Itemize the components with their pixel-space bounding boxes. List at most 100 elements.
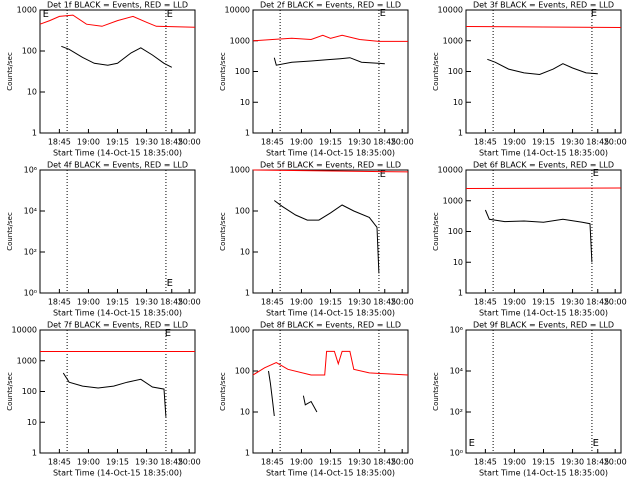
- rate-line: [465, 26, 622, 28]
- rate-line: [252, 34, 408, 42]
- x-tick-label: 19:15: [106, 138, 129, 147]
- plot-frame: [39, 329, 196, 454]
- panel-title: Det 1f BLACK = Events, RED = LLD: [47, 1, 188, 10]
- x-tick-label: 18:45: [160, 458, 183, 467]
- x-tick-label: 18:45: [261, 458, 284, 467]
- x-axis-label: Start Time (14-Oct-15 18:35:00): [53, 309, 182, 318]
- annotation: E: [167, 278, 173, 289]
- x-axis-label: Start Time (14-Oct-15 18:35:00): [479, 309, 608, 318]
- y-tick-label: 1: [245, 449, 250, 458]
- y-tick-label: 10⁶: [450, 326, 463, 335]
- y-tick-label: 1000: [443, 36, 463, 45]
- rate-line: [252, 350, 409, 376]
- rate-line: [62, 372, 167, 417]
- y-axis-label: Counts/sec: [432, 52, 440, 91]
- x-tick-label: 19:30: [135, 298, 158, 307]
- y-tick-label: 10⁶: [24, 166, 37, 175]
- y-tick-label: 1000: [230, 166, 250, 175]
- panel-title: Det 4f BLACK = Events, RED = LLD: [47, 161, 188, 170]
- y-tick-label: 10²: [450, 408, 463, 417]
- x-tick-label: 19:30: [561, 458, 584, 467]
- x-tick-label: 19:00: [503, 138, 526, 147]
- y-tick-label: 10: [453, 258, 463, 267]
- y-axis-label: Counts/sec: [219, 372, 227, 411]
- x-tick-label: 20:00: [604, 458, 627, 467]
- annotation: E: [43, 9, 49, 20]
- rate-line: [484, 209, 593, 263]
- rate-line: [274, 200, 380, 274]
- annotation: E: [380, 8, 386, 19]
- y-tick-label: 1000: [230, 326, 250, 335]
- x-tick-label: 18:45: [586, 298, 609, 307]
- x-tick-label: 18:45: [474, 458, 497, 467]
- rate-line: [61, 45, 173, 68]
- rate-line: [273, 57, 385, 66]
- x-tick-label: 18:45: [160, 138, 183, 147]
- y-tick-label: 10: [27, 418, 37, 427]
- x-tick-label: 18:45: [586, 138, 609, 147]
- x-tick-label: 19:15: [532, 138, 555, 147]
- x-axis-label: Start Time (14-Oct-15 18:35:00): [53, 469, 182, 478]
- panel-title: Det 9f BLACK = Events, RED = LLD: [473, 321, 614, 330]
- y-tick-label: 10: [453, 98, 463, 107]
- x-tick-label: 18:45: [48, 458, 71, 467]
- plot-frame: [252, 169, 409, 294]
- annotation: E: [380, 169, 386, 180]
- y-axis-label: Counts/sec: [6, 372, 14, 411]
- x-tick-label: 19:30: [348, 298, 371, 307]
- y-tick-label: 1: [458, 129, 463, 138]
- plot-frame: [252, 329, 409, 454]
- panel-title: Det 8f BLACK = Events, RED = LLD: [260, 321, 401, 330]
- x-tick-label: 18:45: [261, 138, 284, 147]
- x-tick-label: 19:15: [532, 458, 555, 467]
- x-axis-label: Start Time (14-Oct-15 18:35:00): [266, 309, 395, 318]
- y-tick-label: 1000: [17, 356, 37, 365]
- x-tick-label: 19:00: [77, 138, 100, 147]
- y-tick-label: 1: [245, 289, 250, 298]
- y-axis-label: Counts/sec: [432, 372, 440, 411]
- annotation: E: [167, 9, 173, 20]
- y-tick-label: 10: [240, 248, 250, 257]
- y-tick-label: 1: [32, 129, 37, 138]
- y-tick-label: 10: [27, 88, 37, 97]
- x-tick-label: 19:15: [532, 298, 555, 307]
- y-tick-label: 10000: [438, 6, 463, 15]
- x-tick-label: 20:00: [178, 138, 201, 147]
- annotation: E: [591, 8, 597, 19]
- rate-line: [39, 14, 196, 28]
- y-tick-label: 1000: [443, 196, 463, 205]
- plot-frame: [465, 329, 622, 454]
- plot-frame: [39, 9, 196, 134]
- y-tick-label: 100: [22, 387, 37, 396]
- x-tick-label: 20:00: [604, 298, 627, 307]
- x-tick-label: 19:00: [290, 458, 313, 467]
- plot-frame: [252, 9, 409, 134]
- x-tick-label: 19:30: [348, 138, 371, 147]
- x-tick-label: 19:30: [561, 138, 584, 147]
- x-tick-label: 19:30: [135, 138, 158, 147]
- x-tick-label: 20:00: [604, 138, 627, 147]
- panel-title: Det 2f BLACK = Events, RED = LLD: [260, 1, 401, 10]
- y-tick-label: 10: [240, 98, 250, 107]
- y-tick-label: 1000: [17, 6, 37, 15]
- y-tick-label: 100: [235, 67, 250, 76]
- x-tick-label: 19:15: [319, 138, 342, 147]
- x-tick-label: 20:00: [391, 298, 414, 307]
- y-tick-label: 10: [240, 408, 250, 417]
- x-tick-label: 18:45: [48, 298, 71, 307]
- y-tick-label: 10⁴: [450, 367, 463, 376]
- x-tick-label: 20:00: [178, 458, 201, 467]
- x-tick-label: 18:45: [474, 298, 497, 307]
- x-tick-label: 20:00: [391, 138, 414, 147]
- y-tick-label: 1: [458, 289, 463, 298]
- rate-line: [465, 187, 622, 189]
- x-tick-label: 19:15: [319, 458, 342, 467]
- x-tick-label: 18:45: [261, 298, 284, 307]
- x-tick-label: 19:30: [348, 458, 371, 467]
- x-tick-label: 19:15: [106, 298, 129, 307]
- x-tick-label: 18:45: [586, 458, 609, 467]
- plot-frame: [465, 9, 622, 134]
- y-tick-label: 1: [32, 449, 37, 458]
- x-tick-label: 19:00: [77, 298, 100, 307]
